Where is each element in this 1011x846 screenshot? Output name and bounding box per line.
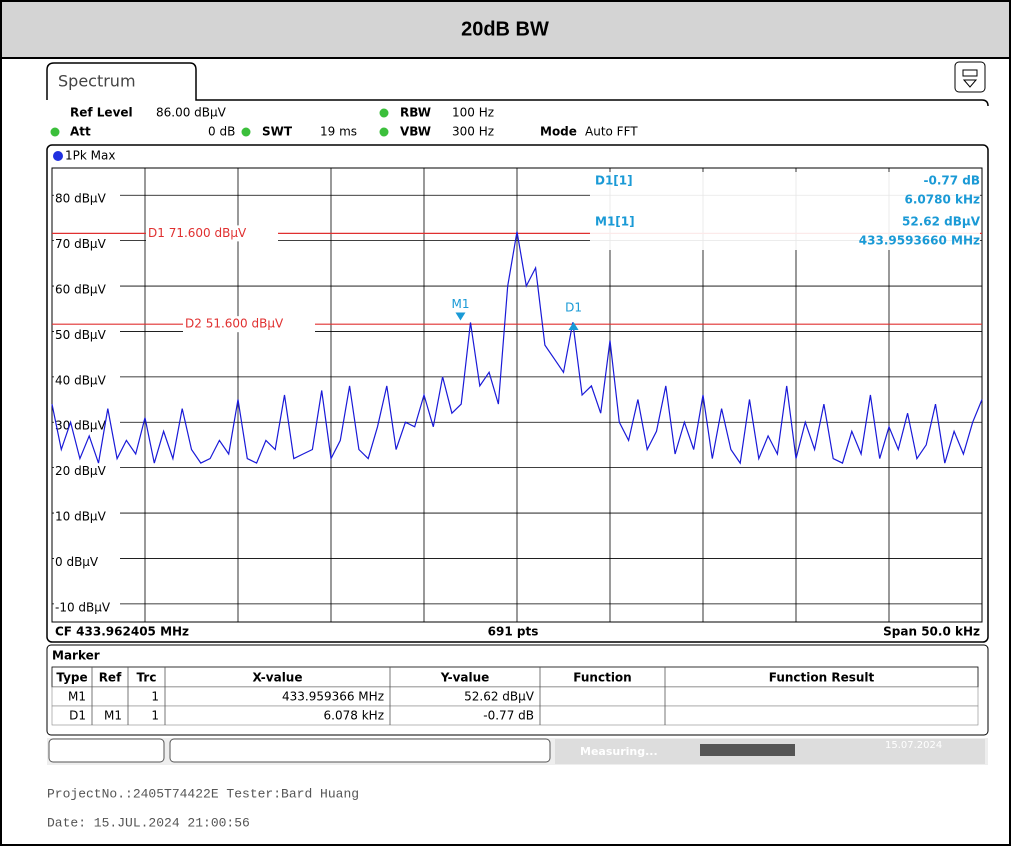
reference-label: D1 71.600 dBµV xyxy=(148,226,247,240)
table-header: X-value xyxy=(253,671,303,685)
table-cell: -0.77 dB xyxy=(483,709,534,723)
footer-text: ProjectNo.:2405T74422E Tester:Bard Huang xyxy=(47,786,359,801)
table-cell: 433.959366 MHz xyxy=(282,690,384,704)
header-title: 20dB BW xyxy=(461,18,549,40)
table-header: Y-value xyxy=(440,671,490,685)
y-tick-label: 60 dBµV xyxy=(55,283,107,297)
label: 0 dB xyxy=(208,125,235,139)
y-tick-label: -10 dBµV xyxy=(55,600,111,614)
readout-value: 52.62 dBµV xyxy=(902,215,981,229)
table-header: Trc xyxy=(137,671,157,685)
readout-name: D1[1] xyxy=(595,174,633,188)
tick-bg xyxy=(54,459,120,476)
marker xyxy=(455,312,466,321)
status-field xyxy=(169,738,551,763)
tick-bg xyxy=(54,414,120,431)
menu-icon-glyph xyxy=(962,69,978,88)
tick-bg xyxy=(54,595,120,612)
y-tick-label: 70 dBµV xyxy=(55,237,107,251)
readout-value: 433.9593660 MHz xyxy=(859,234,980,248)
tick-bg xyxy=(54,368,120,385)
label: RBW xyxy=(400,106,431,120)
label: Span 50.0 kHz xyxy=(883,625,980,639)
y-tick-label: 10 dBµV xyxy=(55,510,107,524)
readout-value: -0.77 dB xyxy=(923,174,980,188)
tick-bg xyxy=(54,505,120,522)
y-tick-label: 80 dBµV xyxy=(55,192,107,206)
label: Att xyxy=(70,125,91,139)
tick-bg xyxy=(54,187,120,204)
label: VBW xyxy=(400,125,431,139)
label: 100 Hz xyxy=(452,106,494,120)
label: 86.00 dBµV xyxy=(156,106,227,120)
status-dot xyxy=(241,127,251,137)
marker-label: D1 xyxy=(565,301,582,315)
label: 1Pk Max xyxy=(65,149,115,163)
reference-label: D2 51.600 dBµV xyxy=(185,317,284,331)
marker-label: M1 xyxy=(451,297,469,311)
readout-value: 6.0780 kHz xyxy=(905,193,981,207)
label: SWT xyxy=(262,125,293,139)
y-tick-label: 20 dBµV xyxy=(55,464,107,478)
status-field xyxy=(48,738,165,763)
table-cell: 1 xyxy=(151,690,159,704)
status-dot xyxy=(379,108,389,118)
table-header: Ref xyxy=(99,671,122,685)
marker xyxy=(568,322,579,331)
label: CF 433.962405 MHz xyxy=(55,625,189,639)
label: 15.07.2024 xyxy=(885,740,942,751)
header-bar xyxy=(0,0,1011,59)
label: 300 Hz xyxy=(452,125,494,139)
tick-bg xyxy=(54,550,120,567)
status-dot xyxy=(379,127,389,137)
label: 691 pts xyxy=(488,625,539,639)
table-header: Function Result xyxy=(769,671,875,685)
y-tick-label: 30 dBµV xyxy=(55,419,107,433)
y-tick-label: 40 dBµV xyxy=(55,373,107,387)
table-cell: 6.078 kHz xyxy=(324,709,384,723)
label: Mode xyxy=(540,125,577,139)
tick-bg xyxy=(54,232,120,249)
table-cell: M1 xyxy=(68,690,86,704)
label: Auto FFT xyxy=(585,125,638,139)
table-cell: M1 xyxy=(104,709,122,723)
status-dot xyxy=(50,127,60,137)
ref-label-bg xyxy=(146,225,278,242)
label: 19 ms xyxy=(320,125,357,139)
y-tick-label: 0 dBµV xyxy=(55,555,99,569)
tab-label: Spectrum xyxy=(58,72,136,91)
readout-name: M1[1] xyxy=(595,215,635,229)
table-cell: 1 xyxy=(151,709,159,723)
label: Measuring... xyxy=(580,745,658,758)
tick-bg xyxy=(54,278,120,295)
footer-text: Date: 15.JUL.2024 21:00:56 xyxy=(47,815,250,830)
table-header: Type xyxy=(56,671,87,685)
table-row xyxy=(51,705,979,726)
table-cell: 52.62 dBµV xyxy=(464,690,535,704)
trace xyxy=(51,231,983,465)
table-cell: D1 xyxy=(69,709,86,723)
table-header: Function xyxy=(573,671,631,685)
tick-bg xyxy=(54,323,120,340)
label: Marker xyxy=(52,649,100,663)
tab xyxy=(46,62,989,107)
ref-label-bg xyxy=(183,316,315,333)
readout-bg xyxy=(590,172,980,250)
label: Ref Level xyxy=(70,106,133,120)
trace-dot xyxy=(53,151,63,161)
progress xyxy=(700,744,795,756)
y-tick-label: 50 dBµV xyxy=(55,328,107,342)
